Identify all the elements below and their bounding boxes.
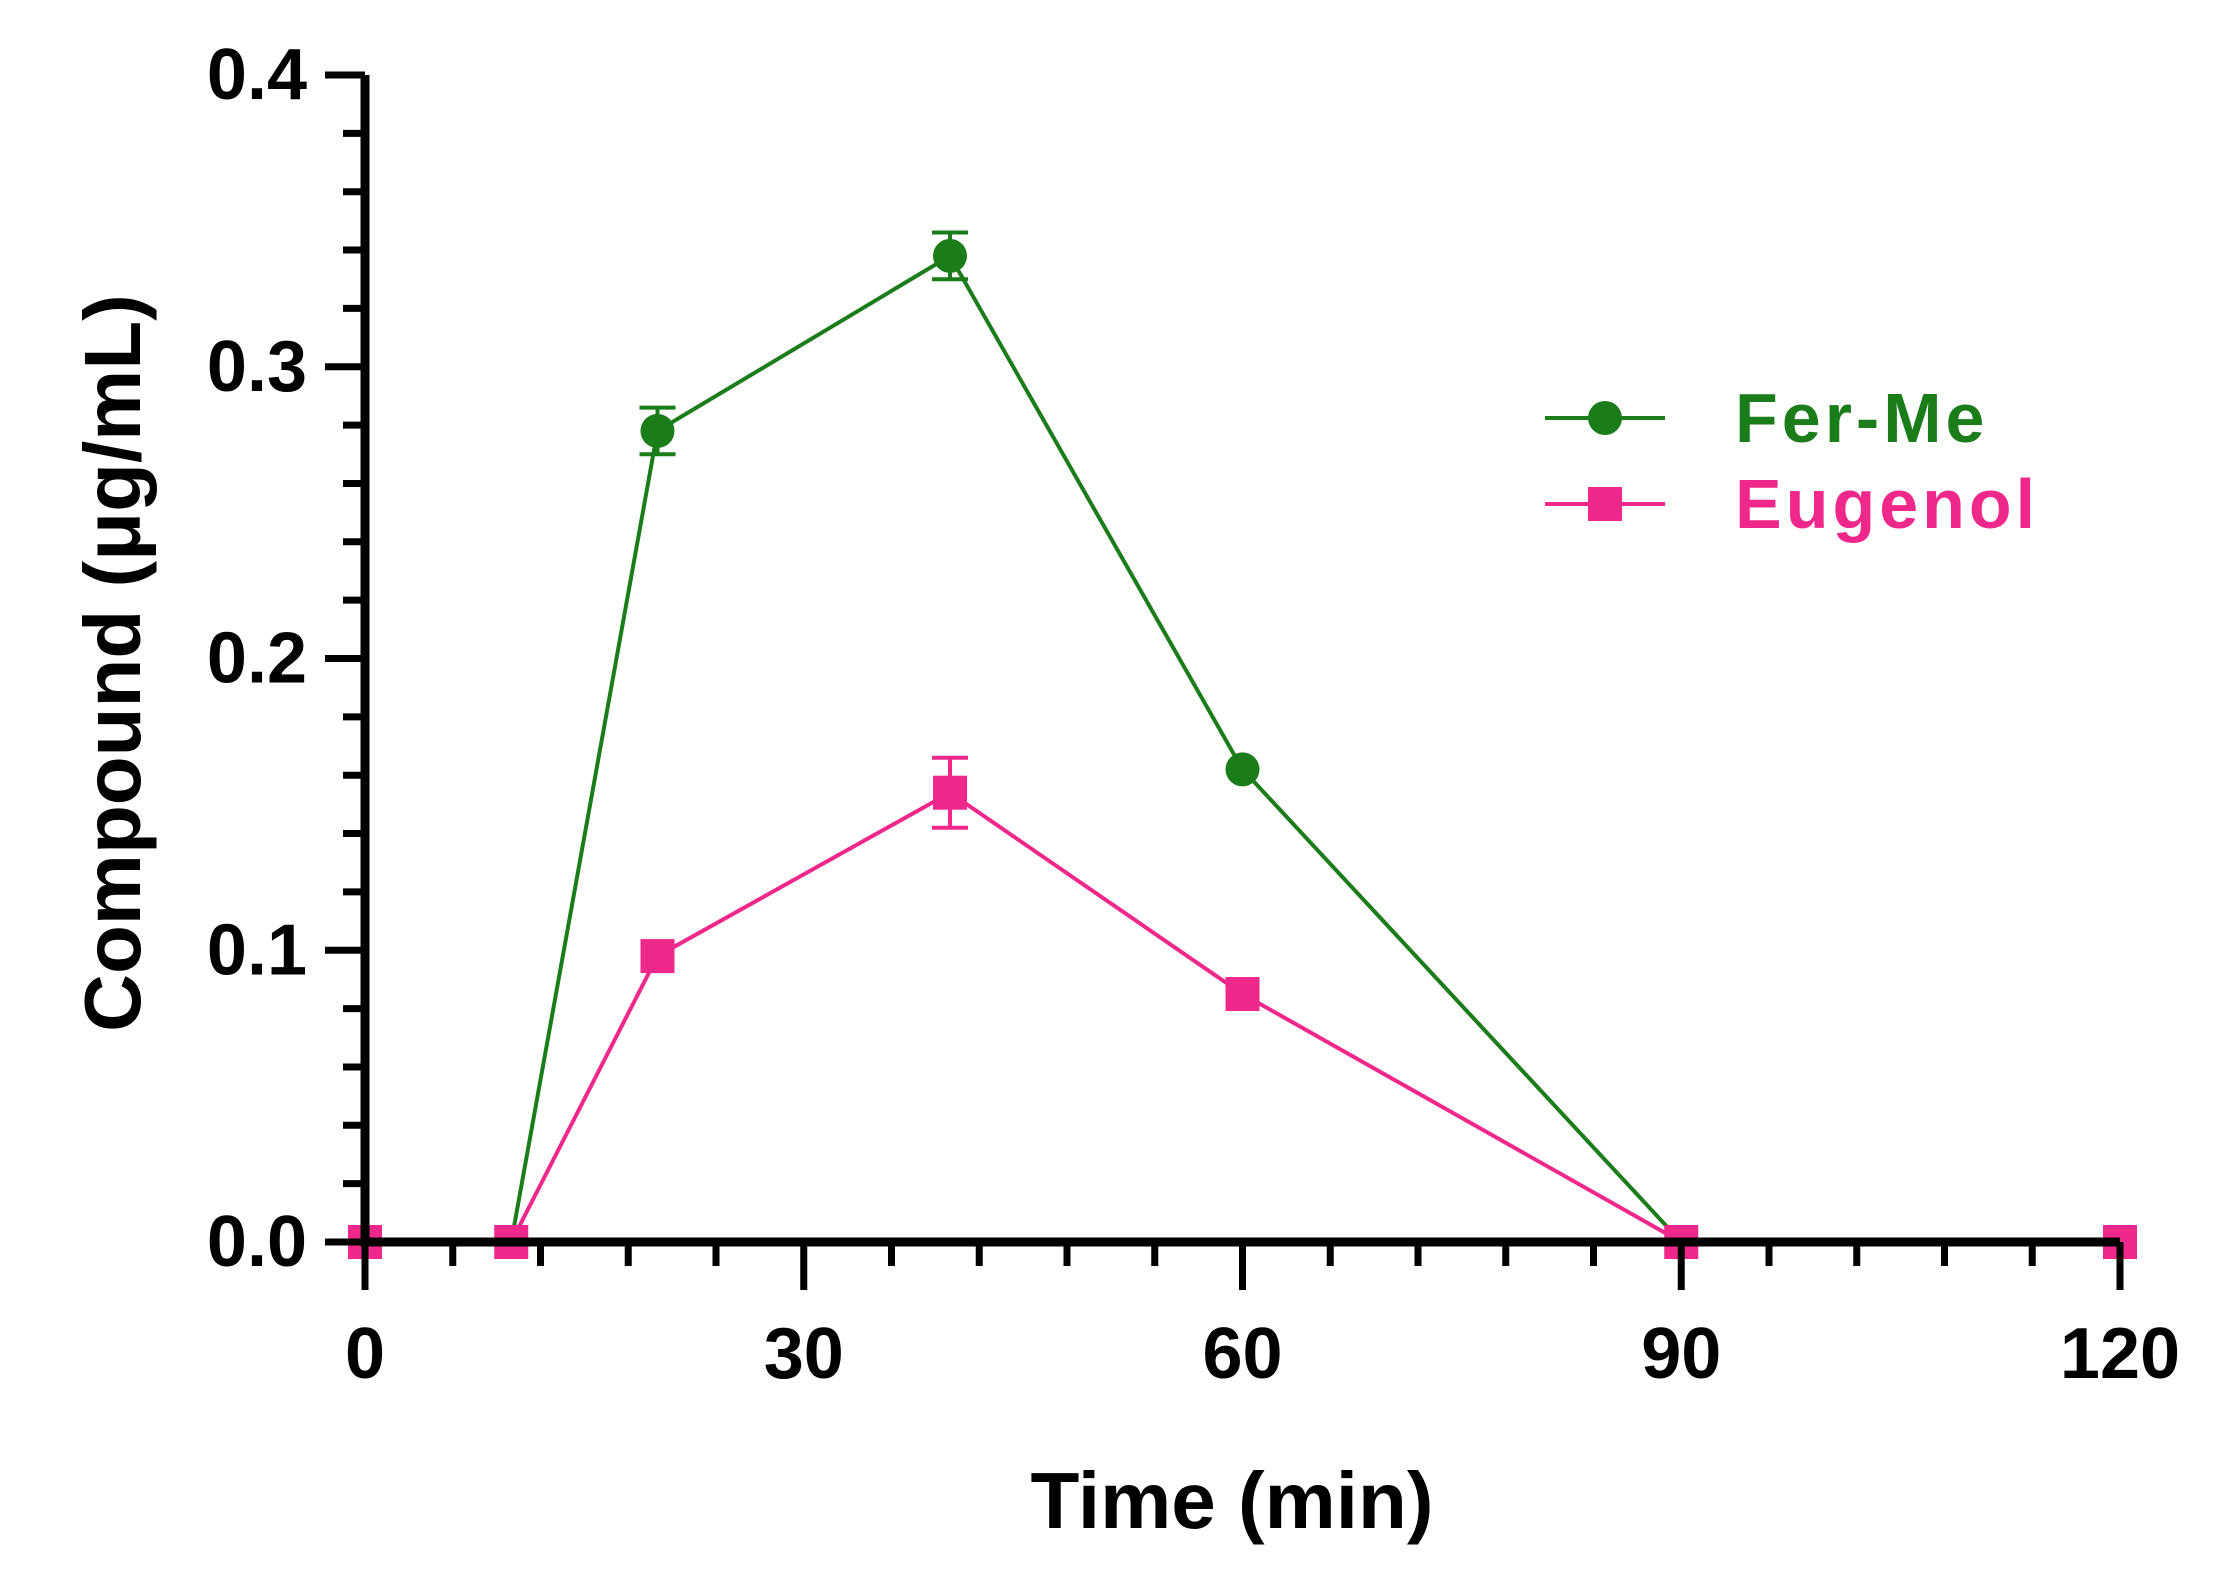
x-tick-label: 90 — [1641, 1314, 1721, 1394]
legend: Fer-Me Eugenol — [1545, 379, 2039, 543]
data-point — [640, 413, 675, 448]
y-tick-label: 0.2 — [207, 619, 307, 699]
legend-marker — [1588, 487, 1622, 521]
x-tick-label: 0 — [345, 1314, 385, 1394]
legend-label: Eugenol — [1735, 465, 2039, 543]
y-tick-label: 0.3 — [207, 327, 307, 407]
data-point — [1225, 752, 1260, 787]
axes-layer: 0.0 0.1 0.2 0.3 0.4 0 30 60 90 120 — [207, 35, 2180, 1394]
x-tick-label: 60 — [1202, 1314, 1282, 1394]
data-point — [933, 775, 967, 810]
series-eugenol — [348, 755, 2137, 1259]
legend-entry-fer-me: Fer-Me — [1545, 379, 1988, 457]
y-tick-label: 0.0 — [207, 1202, 307, 1282]
x-tick-label: 120 — [2060, 1314, 2180, 1394]
data-point — [640, 939, 675, 974]
y-tick-label: 0.1 — [207, 910, 307, 990]
x-tick-label: 30 — [764, 1314, 844, 1394]
x-axis-title: Time (min) — [1030, 1456, 1433, 1545]
legend-label: Fer-Me — [1735, 379, 1988, 457]
legend-entry-eugenol: Eugenol — [1545, 465, 2039, 543]
legend-marker — [1588, 401, 1622, 435]
data-point — [1225, 977, 1260, 1012]
data-point — [933, 238, 967, 273]
y-tick-label: 0.4 — [207, 35, 307, 115]
series-line-eugenol — [365, 790, 2120, 1244]
y-axis-title: Compound (μg/mL) — [68, 294, 157, 1032]
